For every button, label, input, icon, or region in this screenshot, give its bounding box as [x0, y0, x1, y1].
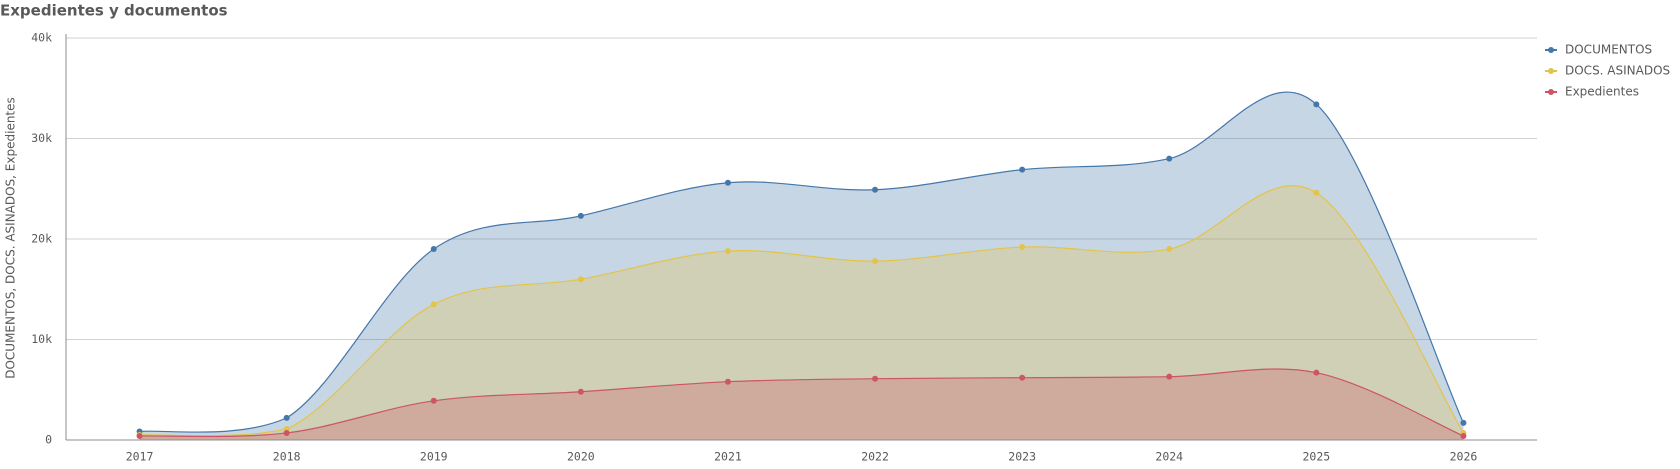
- point: [872, 375, 879, 382]
- point: [430, 246, 437, 253]
- legend-label: DOCUMENTOS: [1565, 43, 1652, 57]
- x-tick-label: 2025: [1302, 450, 1330, 464]
- point: [1166, 246, 1173, 253]
- point: [724, 248, 731, 255]
- legend-swatch-dot: [1548, 47, 1554, 53]
- point: [1166, 155, 1173, 162]
- point: [1460, 419, 1467, 426]
- x-tick-label: 2021: [714, 450, 742, 464]
- area: [139, 368, 1464, 440]
- y-axis-label: DOCUMENTOS, DOCS. ASINADOS, Expedientes: [4, 97, 18, 379]
- x-tick-label: 2017: [126, 450, 154, 464]
- line: [139, 91, 1464, 433]
- legend-swatch-dot: [1548, 89, 1554, 95]
- x-tick-label: 2026: [1450, 450, 1478, 464]
- point: [872, 186, 879, 193]
- y-tick-label: 20k: [31, 232, 52, 246]
- point: [136, 432, 143, 439]
- y-tick-label: 10k: [31, 332, 52, 346]
- x-tick-label: 2020: [567, 450, 595, 464]
- point: [1460, 432, 1467, 439]
- point: [283, 414, 290, 421]
- x-tick-label: 2019: [420, 450, 448, 464]
- point: [1019, 244, 1026, 251]
- point: [1019, 374, 1026, 381]
- point: [1313, 189, 1320, 196]
- y-tick-label: 30k: [31, 131, 52, 145]
- line: [139, 368, 1464, 438]
- point: [283, 429, 290, 436]
- area: [139, 185, 1464, 440]
- x-tick-label: 2022: [861, 450, 889, 464]
- point: [1166, 373, 1173, 380]
- x-tick-label: 2018: [273, 450, 301, 464]
- point: [577, 388, 584, 395]
- y-tick-label: 0: [45, 433, 52, 447]
- point: [1019, 166, 1026, 173]
- point: [577, 276, 584, 283]
- legend-swatch-dot: [1548, 68, 1554, 74]
- y-tick-label: 40k: [31, 31, 52, 45]
- point: [577, 212, 584, 219]
- point: [872, 258, 879, 265]
- legend-label: Expedientes: [1565, 85, 1639, 99]
- point: [724, 179, 731, 186]
- point: [1313, 369, 1320, 376]
- point: [430, 397, 437, 404]
- point: [724, 378, 731, 385]
- point: [1313, 101, 1320, 108]
- legend-label: DOCS. ASINADOS: [1565, 64, 1670, 78]
- x-tick-label: 2024: [1155, 450, 1183, 464]
- x-tick-label: 2023: [1008, 450, 1036, 464]
- area: [139, 92, 1464, 440]
- line: [139, 185, 1464, 437]
- point: [430, 301, 437, 308]
- chart-title: Expedientes y documentos: [0, 2, 228, 20]
